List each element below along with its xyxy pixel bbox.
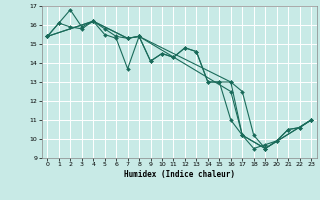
X-axis label: Humidex (Indice chaleur): Humidex (Indice chaleur): [124, 170, 235, 179]
